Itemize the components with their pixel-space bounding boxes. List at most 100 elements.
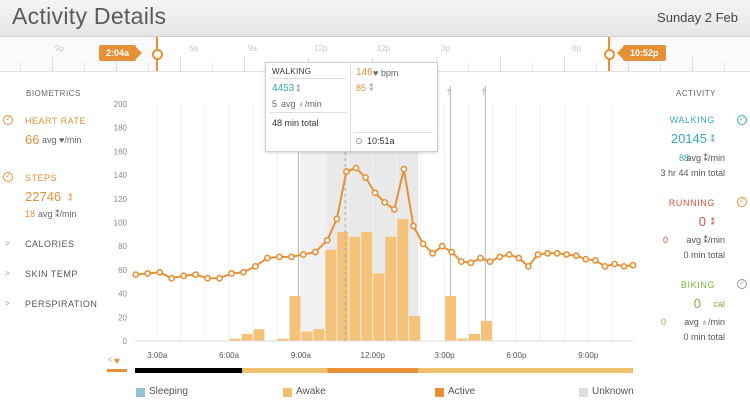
running-label[interactable]: RUNNING [668, 198, 715, 208]
heart-rate-point [352, 164, 360, 172]
walking-value: 20145 [670, 131, 707, 146]
heart-rate-point [390, 206, 398, 213]
walking-label[interactable]: WALKING [669, 115, 715, 125]
tooltip-heart: 146 [356, 67, 373, 78]
heart-rate-point [132, 271, 140, 279]
heart-rate-point [381, 198, 389, 206]
perspiration-expand-icon[interactable]: > [5, 299, 10, 308]
heart-rate-point [438, 242, 446, 250]
heart-toggle-arrow-icon[interactable]: < [108, 357, 113, 364]
y-tick-label: 100 [114, 219, 128, 228]
heart-rate-point [156, 268, 164, 276]
timeline-tick [468, 63, 469, 71]
heart-rate-point [486, 258, 494, 266]
skin-temp-label[interactable]: SKIN TEMP [25, 269, 78, 279]
timeline-tick [564, 57, 565, 71]
timeline-tick [52, 57, 53, 71]
calories-label[interactable]: CALORIES [25, 239, 75, 249]
y-tick-label: 80 [118, 242, 127, 251]
tooltip-divider [350, 63, 351, 151]
heart-rate-point [515, 254, 523, 262]
tooltip-steps2: 85 [356, 83, 367, 93]
x-tick-label: 9:00p [578, 351, 599, 360]
heart-rate-point [601, 262, 609, 270]
state-band-awake [242, 368, 328, 373]
calories-expand-icon[interactable]: > [5, 239, 10, 248]
heart-rate-point [252, 262, 259, 270]
heart-rate-point [264, 254, 271, 262]
heart-rate-point [323, 236, 331, 244]
steps-bar [445, 295, 457, 341]
timeline-label: 3p [441, 44, 450, 53]
heart-rate-point [477, 254, 484, 262]
heart-rate-point [287, 253, 295, 261]
steps-bar [277, 338, 289, 341]
heart-rate-point [534, 251, 542, 258]
steps-bar [457, 338, 469, 341]
heart-rate-point [144, 270, 152, 277]
running-avg-value: 0 [662, 235, 668, 245]
heart-rate-point [371, 189, 379, 197]
timeline-tick [116, 57, 117, 71]
running-check-icon[interactable]: ✓ [737, 197, 747, 207]
skin-temp-expand-icon[interactable]: > [5, 269, 10, 278]
steps-label[interactable]: STEPS [25, 173, 58, 183]
y-tick-label: 160 [114, 147, 128, 156]
perspiration-label[interactable]: PERSPIRATION [25, 299, 98, 309]
biking-check-icon[interactable]: ✓ [737, 279, 747, 289]
steps-bar [289, 295, 301, 341]
start-handle-knob[interactable] [152, 49, 163, 60]
tooltip-avg: 5 [272, 99, 278, 109]
heart-toggle-icon[interactable]: ♥ [114, 356, 120, 367]
start-time-marker[interactable]: 2:04a [99, 45, 143, 61]
y-tick-label: 120 [114, 195, 128, 204]
heart-rate-check-icon[interactable]: ✓ [3, 115, 13, 125]
steps-check-icon[interactable]: ✓ [3, 172, 13, 182]
steps-bar [397, 218, 409, 341]
steps-bar [480, 320, 492, 341]
walking-check-icon[interactable]: ✓ [737, 115, 747, 125]
x-tick-label: 6:00a [219, 351, 240, 360]
timeline-label: 12p [377, 44, 391, 53]
legend-unknown-swatch [579, 388, 588, 397]
state-band-sleeping [135, 368, 243, 373]
timeline-tick [212, 63, 213, 71]
timeline-label: 9a [248, 44, 257, 53]
heart-rate-point [333, 215, 341, 223]
heart-rate-point [563, 251, 571, 258]
heart-rate-point [400, 165, 408, 173]
steps-value: 22746 [25, 189, 62, 204]
legend-active: Active [448, 386, 476, 397]
heart-rate-point [572, 252, 580, 260]
timeline-tick [660, 63, 661, 71]
heart-rate-point [620, 262, 628, 270]
chart-tooltip: WALKING 4453 ⁑ 5 avg ♁/min 48 min total … [265, 62, 438, 152]
end-time-marker[interactable]: 10:52p [617, 45, 666, 61]
y-tick-label: 180 [114, 124, 128, 133]
timeline-tick [148, 63, 149, 71]
timeline-tick [692, 57, 693, 71]
steps-bar [361, 231, 373, 341]
heart-rate-point [362, 174, 369, 181]
biking-avg-value: 0 [660, 317, 666, 327]
timeline-label: 6a [189, 44, 198, 53]
tooltip-steps2-icon: ⁑ [369, 83, 374, 93]
heart-rate-label[interactable]: HEART RATE [25, 116, 87, 126]
end-handle-knob[interactable] [604, 49, 615, 60]
steps-bar [325, 249, 337, 341]
heart-rate-point [505, 251, 513, 258]
biking-cal-unit: cal [713, 299, 725, 309]
runner-icon: † [447, 87, 452, 97]
heart-rate-point [216, 274, 223, 282]
heart-rate-point [311, 248, 319, 256]
tooltip-rule [353, 132, 433, 133]
x-tick-label: 6:00p [506, 351, 527, 360]
heart-rate-point [524, 262, 532, 270]
timeline-label: 9p [55, 44, 64, 53]
heart-rate-unit: avg ♥/min [42, 135, 82, 145]
tooltip-activity: WALKING [272, 67, 312, 76]
x-tick-label: 3:00a [147, 351, 168, 360]
timeline-tick [84, 63, 85, 71]
page-header: Activity Details Sunday 2 Feb [0, 0, 750, 37]
biking-label[interactable]: BIKING [680, 280, 715, 290]
